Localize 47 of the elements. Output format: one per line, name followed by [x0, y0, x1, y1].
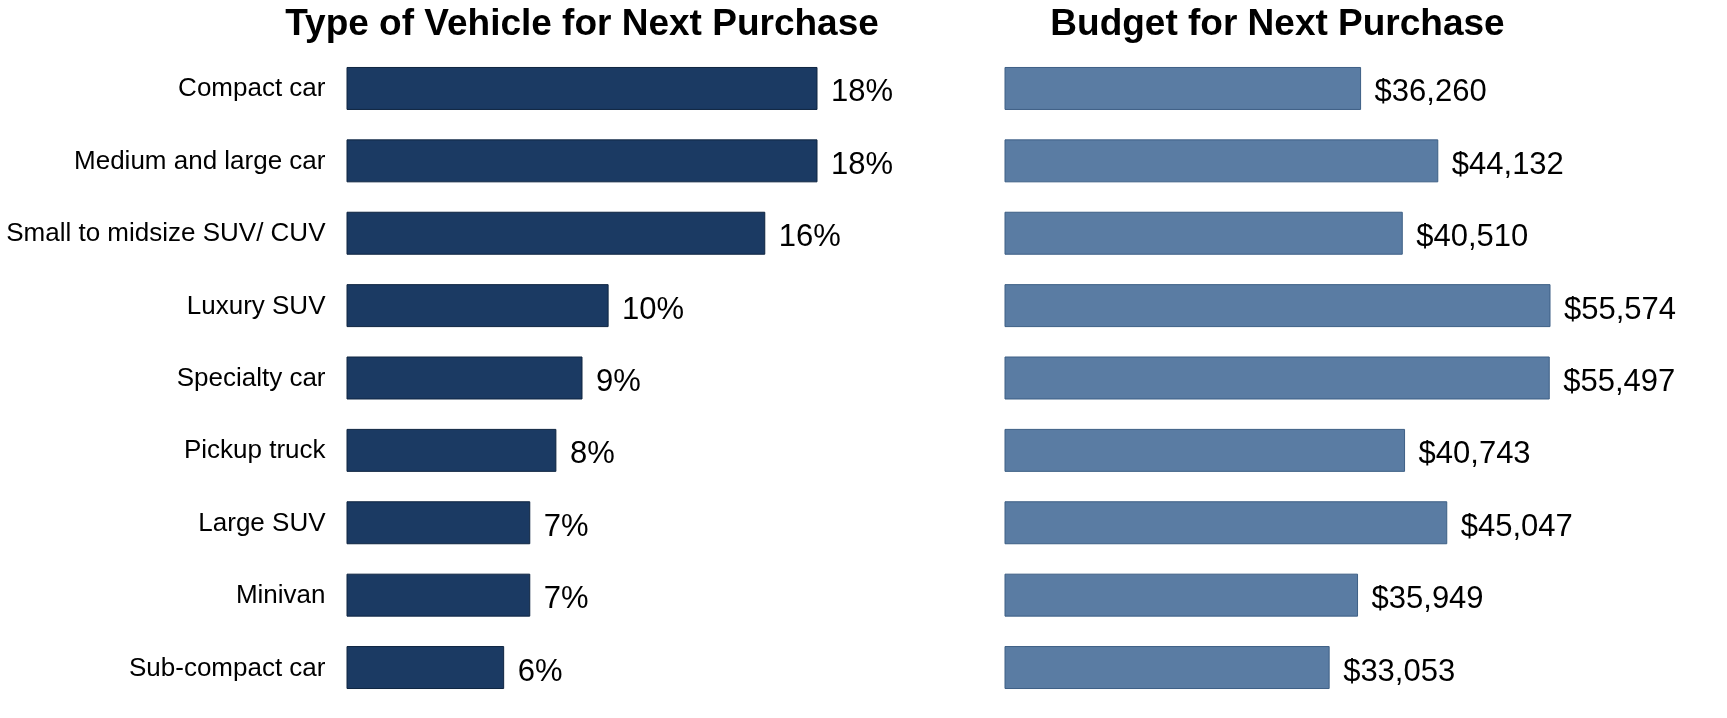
bar	[1004, 139, 1439, 183]
bar	[346, 284, 609, 328]
y-tick-label: Minivan	[235, 579, 326, 610]
bar	[1004, 646, 1330, 690]
data-label: $36,260	[1374, 73, 1487, 109]
bar	[346, 501, 531, 545]
data-label: 9%	[596, 363, 641, 398]
data-label: 18%	[831, 73, 894, 109]
data-label: $55,574	[1564, 290, 1677, 326]
data-label: $44,132	[1451, 145, 1564, 181]
y-tick-label: Luxury SUV	[186, 289, 327, 320]
bar	[346, 428, 557, 472]
chart-title: Type of Vehicle for Next Purchase	[285, 2, 879, 43]
bar	[1004, 284, 1551, 328]
data-label: $55,497	[1563, 363, 1676, 398]
data-label: 6%	[517, 652, 563, 688]
bar	[346, 646, 505, 690]
data-label: 10%	[622, 290, 685, 326]
data-label: $35,949	[1371, 580, 1484, 616]
data-label: 8%	[569, 435, 615, 471]
data-label: 7%	[543, 507, 589, 543]
y-tick-label: Specialty car	[176, 362, 326, 392]
y-tick-label: Small to midsize SUV/ CUV	[6, 217, 327, 248]
data-label: 18%	[831, 145, 894, 181]
data-label: $33,053	[1343, 652, 1456, 688]
bar	[1004, 356, 1550, 400]
y-tick-label: Medium and large car	[74, 144, 326, 175]
data-label: $45,047	[1460, 507, 1573, 543]
bar	[1004, 573, 1359, 617]
bar	[346, 356, 583, 400]
data-label: 7%	[543, 580, 589, 616]
data-label: $40,743	[1418, 435, 1531, 471]
bar	[346, 66, 818, 110]
bar	[346, 211, 766, 255]
data-label: 16%	[778, 218, 841, 254]
bar	[1004, 428, 1406, 472]
y-tick-label: Large SUV	[198, 506, 327, 537]
bar	[346, 573, 531, 617]
bar	[346, 139, 818, 183]
y-tick-label: Sub-compact car	[128, 651, 326, 682]
bar	[1004, 501, 1448, 545]
data-label: $40,510	[1416, 218, 1529, 254]
y-tick-label: Pickup truck	[183, 434, 327, 465]
y-tick-label: Compact car	[178, 72, 326, 103]
bar	[1004, 211, 1403, 255]
chart-title: Budget for Next Purchase	[1050, 2, 1505, 43]
bar	[1004, 66, 1362, 110]
